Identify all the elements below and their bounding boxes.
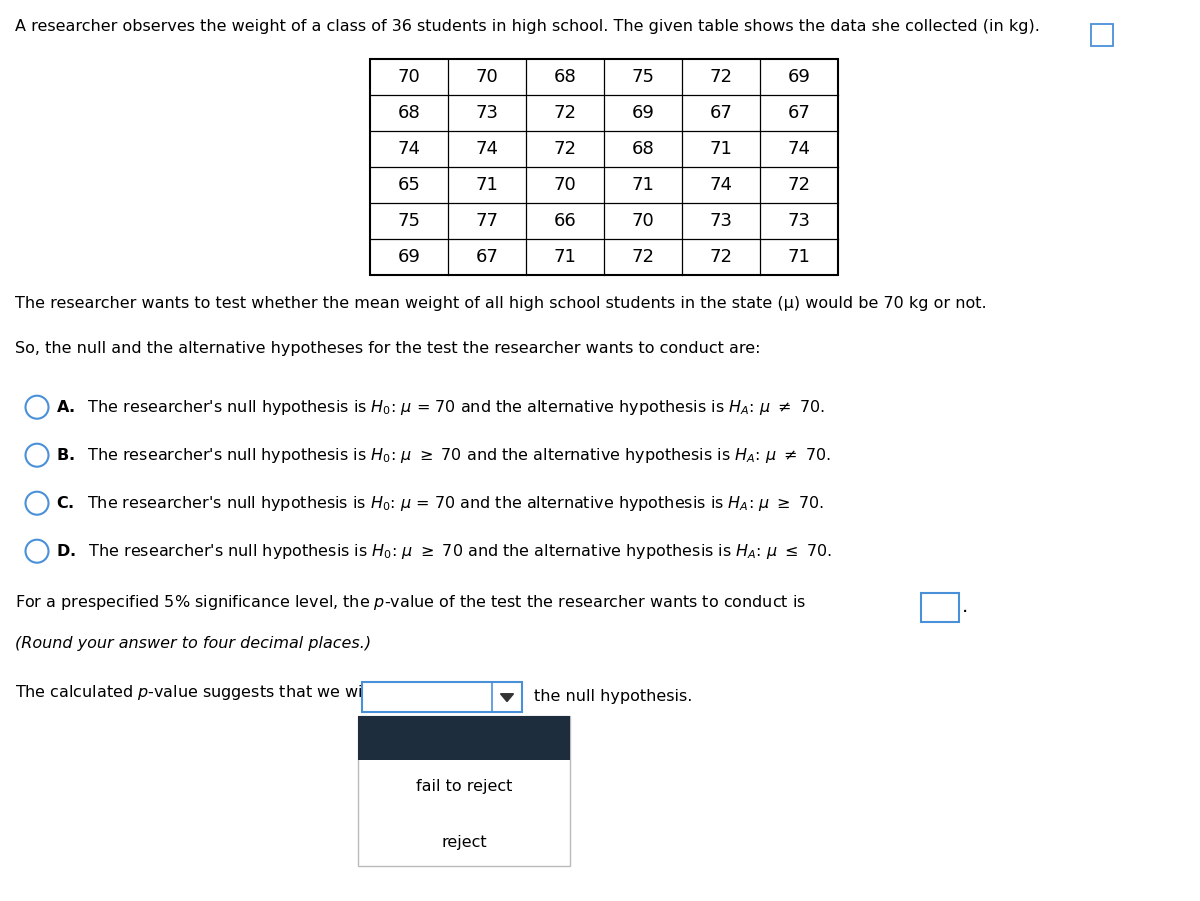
Text: 68: 68: [553, 68, 576, 86]
Text: 71: 71: [631, 176, 654, 194]
Polygon shape: [500, 694, 514, 702]
Text: 66: 66: [553, 212, 576, 230]
FancyBboxPatch shape: [362, 682, 522, 712]
Text: .: .: [962, 597, 968, 616]
Text: 68: 68: [631, 140, 654, 158]
Text: 71: 71: [709, 140, 732, 158]
FancyBboxPatch shape: [358, 716, 570, 760]
Text: 75: 75: [397, 212, 420, 230]
Text: A researcher observes the weight of a class of 36 students in high school. The g: A researcher observes the weight of a cl…: [14, 19, 1040, 34]
Text: the null hypothesis.: the null hypothesis.: [534, 689, 692, 705]
Text: fail to reject: fail to reject: [416, 778, 512, 794]
Text: (Round your answer to four decimal places.): (Round your answer to four decimal place…: [14, 636, 371, 651]
Text: 72: 72: [553, 104, 576, 122]
Text: 74: 74: [397, 140, 420, 158]
Text: reject: reject: [442, 834, 487, 850]
Text: 70: 70: [631, 212, 654, 230]
FancyBboxPatch shape: [358, 716, 570, 866]
Text: 77: 77: [475, 212, 498, 230]
Text: 68: 68: [397, 104, 420, 122]
Text: 73: 73: [475, 104, 498, 122]
Text: 67: 67: [475, 248, 498, 266]
Text: 74: 74: [475, 140, 498, 158]
Text: $\bf{A.}$  The researcher's null hypothesis is $H_0$: $\mu$ = 70 and the alterna: $\bf{A.}$ The researcher's null hypothes…: [56, 397, 824, 416]
Text: 69: 69: [397, 248, 420, 266]
Text: 67: 67: [709, 104, 732, 122]
Text: 72: 72: [553, 140, 576, 158]
Bar: [370, 59, 838, 275]
Text: 70: 70: [475, 68, 498, 86]
Text: 72: 72: [631, 248, 654, 266]
Text: 75: 75: [631, 68, 654, 86]
Text: 71: 71: [475, 176, 498, 194]
Text: 74: 74: [787, 140, 810, 158]
Text: $\bf{D.}$  The researcher's null hypothesis is $H_0$: $\mu$ $\geq$ 70 and the al: $\bf{D.}$ The researcher's null hypothes…: [56, 542, 832, 560]
Text: 70: 70: [553, 176, 576, 194]
Text: 71: 71: [787, 248, 810, 266]
Text: 72: 72: [709, 248, 732, 266]
Text: The researcher wants to test whether the mean weight of all high school students: The researcher wants to test whether the…: [14, 296, 986, 311]
Text: 73: 73: [787, 212, 810, 230]
Text: So, the null and the alternative hypotheses for the test the researcher wants to: So, the null and the alternative hypothe…: [14, 341, 761, 356]
Text: $\bf{C.}$  The researcher's null hypothesis is $H_0$: $\mu$ = 70 and the alterna: $\bf{C.}$ The researcher's null hypothes…: [56, 494, 824, 513]
Text: 72: 72: [787, 176, 810, 194]
Text: 74: 74: [709, 176, 732, 194]
Text: 72: 72: [709, 68, 732, 86]
Text: 65: 65: [397, 176, 420, 194]
Text: 69: 69: [631, 104, 654, 122]
Text: 69: 69: [787, 68, 810, 86]
FancyBboxPatch shape: [922, 593, 959, 622]
Text: 73: 73: [709, 212, 732, 230]
FancyBboxPatch shape: [1091, 24, 1114, 46]
Text: $\bf{B.}$  The researcher's null hypothesis is $H_0$: $\mu$ $\geq$ 70 and the al: $\bf{B.}$ The researcher's null hypothes…: [56, 446, 830, 465]
Text: 70: 70: [397, 68, 420, 86]
Text: 67: 67: [787, 104, 810, 122]
Text: The calculated $p$-value suggests that we will: The calculated $p$-value suggests that w…: [14, 683, 371, 702]
Text: 71: 71: [553, 248, 576, 266]
Text: For a prespecified 5% significance level, the $p$-value of the test the research: For a prespecified 5% significance level…: [14, 593, 806, 612]
